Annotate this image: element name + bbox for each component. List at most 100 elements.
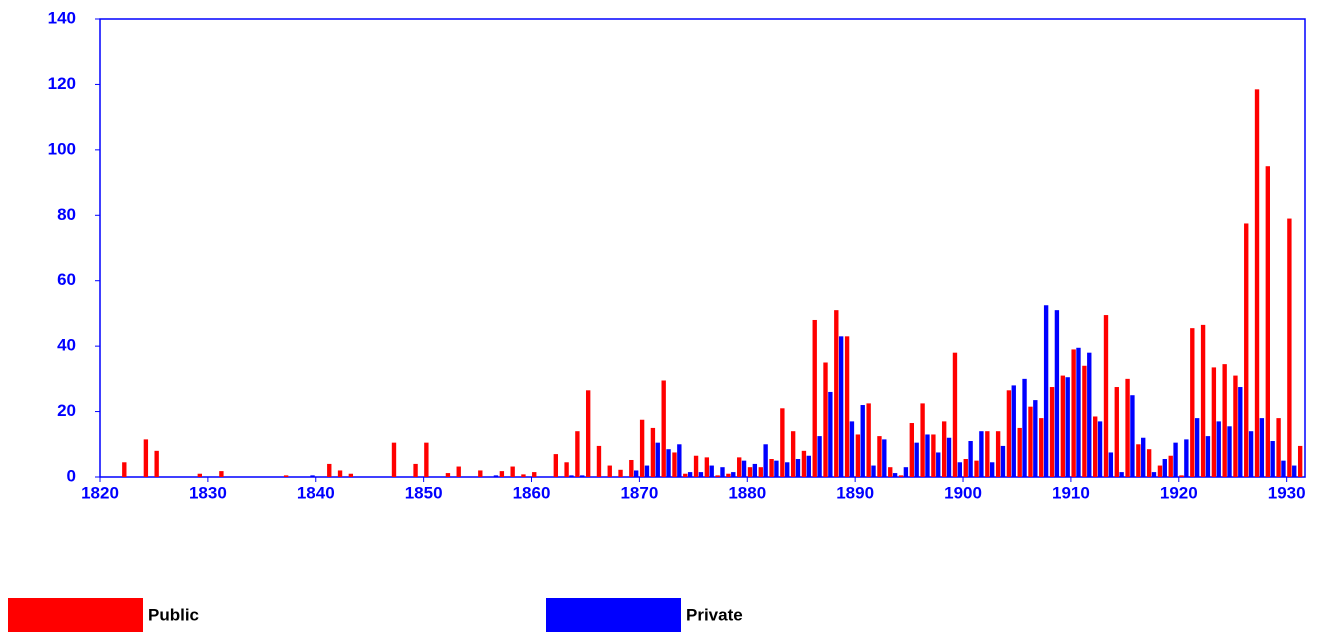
bar [860, 405, 865, 477]
bar [1049, 387, 1055, 477]
bar [985, 431, 990, 477]
bar [650, 427, 656, 477]
bar [892, 473, 898, 477]
x-tick-label: 1880 [728, 483, 766, 502]
x-tick-label: 1930 [1268, 483, 1306, 502]
bar [1259, 418, 1265, 477]
bar [666, 449, 671, 477]
bar [143, 439, 149, 477]
bar [936, 452, 941, 477]
bar [941, 421, 947, 477]
bar [1233, 375, 1238, 477]
bar [1108, 452, 1114, 477]
bar [898, 475, 904, 477]
bar [979, 431, 984, 477]
bar [741, 460, 747, 477]
bar [1071, 349, 1076, 477]
bar [122, 462, 127, 477]
bar [1157, 465, 1163, 477]
bar [888, 467, 893, 477]
bar [629, 459, 634, 477]
bar [1114, 387, 1119, 477]
x-tick-label: 1900 [944, 483, 982, 502]
bar [564, 462, 569, 477]
bar [1082, 365, 1087, 477]
bar [532, 472, 537, 477]
bar [1103, 315, 1109, 477]
bar [963, 459, 968, 477]
bar [1060, 375, 1066, 477]
bar [731, 472, 736, 477]
bar [1028, 406, 1033, 477]
bar [1039, 418, 1044, 477]
bar [1168, 455, 1173, 477]
bar [1179, 475, 1184, 477]
legend-label: Public [148, 605, 199, 624]
y-tick-label: 40 [57, 336, 76, 355]
bar [834, 310, 839, 477]
bar [391, 442, 397, 477]
bar [677, 444, 682, 477]
bar [715, 475, 720, 477]
y-tick-label: 20 [57, 401, 76, 420]
x-tick-label: 1820 [81, 483, 119, 502]
bar [698, 472, 704, 477]
bar [413, 463, 418, 477]
bar [1190, 328, 1195, 477]
bar [920, 403, 925, 477]
bar [1130, 395, 1135, 477]
y-tick-label: 140 [48, 8, 76, 27]
bar [752, 463, 758, 477]
bar [1006, 390, 1012, 477]
bar [823, 362, 828, 477]
bar [348, 473, 354, 477]
bar [1125, 378, 1130, 477]
bar [704, 457, 710, 477]
bar [1265, 166, 1270, 477]
x-tick-label: 1910 [1052, 483, 1090, 502]
bar [855, 434, 861, 477]
bar [914, 442, 919, 477]
plot-frame [99, 18, 1306, 478]
bar [747, 467, 753, 477]
bar [639, 419, 645, 477]
bar [672, 452, 677, 477]
bar [1087, 352, 1092, 477]
bar [763, 444, 768, 477]
bar [1270, 441, 1275, 477]
y-tick-label: 120 [48, 74, 76, 93]
bar [618, 469, 623, 477]
bar [661, 380, 666, 477]
bar [931, 434, 936, 477]
bar [1205, 436, 1211, 477]
bar [909, 423, 914, 477]
bar [925, 434, 930, 477]
bar [683, 473, 688, 477]
y-tick-label: 80 [57, 205, 76, 224]
bar [1248, 431, 1254, 477]
bar [1146, 449, 1152, 477]
bar [785, 462, 790, 477]
x-tick-label: 1840 [297, 483, 335, 502]
bar [1292, 465, 1297, 477]
bar [995, 431, 1001, 477]
bar [1065, 377, 1070, 477]
bar [726, 473, 731, 477]
bar [596, 445, 602, 477]
y-tick-label: 60 [57, 270, 76, 289]
bar [1162, 459, 1167, 477]
bar [1222, 364, 1227, 477]
bar [424, 442, 429, 477]
bar [1287, 218, 1292, 478]
bar [989, 462, 995, 477]
bar [1194, 418, 1200, 477]
legend-label: Private [686, 605, 743, 624]
bar [1022, 378, 1027, 477]
bar [1136, 444, 1141, 477]
bar [1093, 416, 1098, 477]
bar [478, 470, 483, 477]
bar [1054, 310, 1060, 477]
bar [903, 467, 909, 477]
bar [499, 471, 505, 477]
bar [849, 421, 855, 477]
